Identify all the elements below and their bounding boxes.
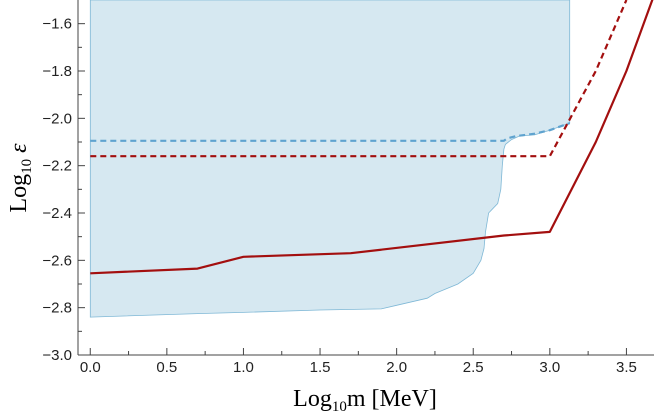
axes-frame [77,0,654,356]
x-tick-label: 0.5 [156,359,177,376]
series-line-1 [90,122,571,142]
y-tick-label: −2.4 [42,205,72,222]
x-tick-label: 2.0 [386,359,407,376]
y-tick-label: −2.6 [42,252,72,269]
series-line-3 [90,0,654,275]
excluded-region [89,0,571,318]
y-axis-label: Log10 ε [6,143,35,213]
x-tick-label: 1.0 [233,359,254,376]
y-tick-label: −1.6 [42,16,72,33]
y-tick-label: −1.8 [42,63,72,80]
series-line-2 [90,0,628,158]
x-tick-label: 1.5 [310,359,331,376]
x-tick-label: 3.0 [539,359,560,376]
y-tick-label: −2.0 [42,110,72,127]
x-tick-label: 0.0 [80,359,101,376]
x-axis-ticks: 0.0 0.5 1.0 1.5 2.0 2.5 3.0 3.5 [80,348,637,376]
y-tick-label: −2.8 [42,300,72,317]
series-layer [90,0,654,275]
y-tick-label: −3.0 [42,347,72,364]
x-tick-label: 2.5 [463,359,484,376]
y-axis-ticks: −3.0 −2.8 −2.6 −2.4 −2.2 −2.0 −1.8 −1.6 [42,16,85,364]
x-tick-label: 3.5 [616,359,637,376]
plot-area [89,0,654,318]
x-axis-label: Log10m [MeV] [293,386,437,415]
y-tick-label: −2.2 [42,158,72,175]
